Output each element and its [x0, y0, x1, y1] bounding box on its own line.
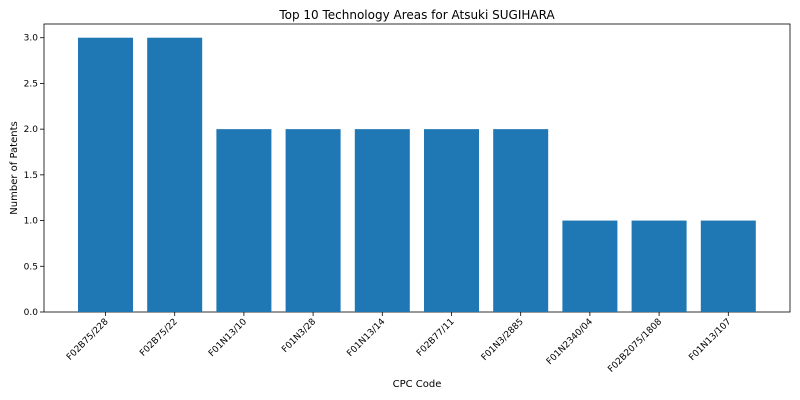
y-tick-label-5: 2.5 [24, 79, 38, 89]
y-axis-label: Number of Patents [9, 121, 20, 214]
chart-title: Top 10 Technology Areas for Atsuki SUGIH… [278, 8, 555, 22]
y-axis: 0.0 0.5 1.0 1.5 2.0 2.5 3.0 [24, 34, 44, 318]
bar-8 [632, 221, 687, 312]
x-axis-label: CPC Code [393, 379, 442, 390]
y-tick-label-0: 0.0 [24, 308, 39, 318]
x-tick-label-0: F02B75/228 [65, 317, 111, 363]
x-tick-label-1: F02B75/22 [138, 317, 180, 359]
y-tick-label-6: 3.0 [24, 34, 39, 44]
bar-2 [216, 129, 271, 312]
y-tick-label-3: 1.5 [24, 171, 38, 181]
x-axis: F02B75/228 F02B75/22 F01N13/10 F01N3/28 F01N… [65, 312, 733, 375]
bar-7 [562, 221, 617, 312]
x-tick-label-4: F01N13/14 [345, 317, 387, 359]
bar-6 [493, 129, 548, 312]
x-tick-label-5: F02B77/11 [415, 317, 457, 359]
y-tick-label-1: 0.5 [24, 262, 38, 272]
x-tick-label-7: F01N2340/04 [545, 317, 595, 367]
y-tick-label-2: 1.0 [24, 217, 39, 227]
x-tick-label-9: F01N13/107 [687, 317, 733, 363]
bars [78, 38, 756, 312]
x-tick-label-6: F01N3/2885 [480, 317, 526, 363]
bar-1 [147, 38, 202, 312]
bar-3 [286, 129, 341, 312]
x-tick-label-8: F02B2075/1808 [606, 317, 664, 375]
bar-5 [424, 129, 479, 312]
bar-0 [78, 38, 133, 312]
x-tick-label-2: F01N13/10 [207, 317, 249, 359]
bar-9 [701, 221, 756, 312]
bar-4 [355, 129, 410, 312]
x-tick-label-3: F01N3/28 [280, 317, 318, 355]
y-tick-label-4: 2.0 [24, 125, 39, 135]
